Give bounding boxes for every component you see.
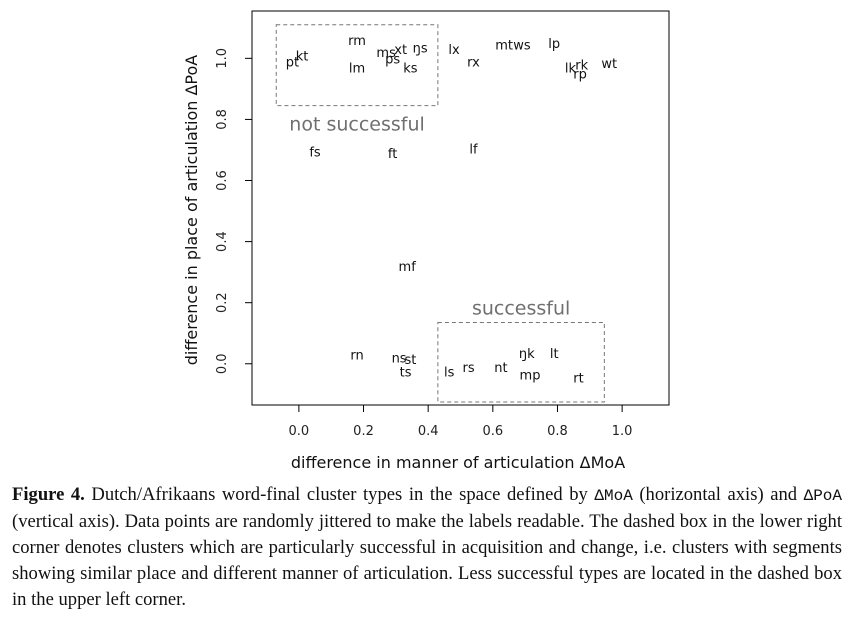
plot-frame [251, 10, 670, 406]
point-label: ws [513, 39, 531, 54]
point-label: ts [400, 365, 412, 380]
point-label: rn [350, 349, 363, 364]
point-label: ps [385, 52, 400, 67]
point-label: lp [548, 37, 560, 52]
y-tick-label: 0.0 [215, 353, 230, 374]
point-label: ft [388, 147, 397, 162]
caption-symbol-dmoa: ΔMoA [594, 487, 633, 505]
point-label: lm [349, 62, 365, 77]
x-tick-label: 0.0 [289, 424, 310, 439]
point-label: ms [376, 46, 396, 61]
region-box-1 [437, 322, 605, 403]
point-label: ks [403, 62, 418, 77]
point-label: mp [520, 368, 541, 383]
point-label: rt [573, 372, 583, 387]
point-label: fs [309, 145, 321, 160]
point-label: rs [463, 361, 475, 376]
point-label: nt [494, 361, 507, 376]
point-label: mf [399, 260, 417, 275]
point-label: lx [448, 43, 460, 58]
y-tick-label: 0.4 [215, 231, 230, 252]
point-label: lf [469, 142, 478, 157]
x-tick-label: 0.6 [482, 424, 503, 439]
point-label: lt [550, 347, 559, 362]
point-label: ŋk [519, 347, 535, 362]
y-tick-label: 0.6 [215, 170, 230, 191]
point-label: ŋs [413, 42, 428, 57]
point-label: mt [495, 39, 513, 54]
point-label: rx [467, 55, 480, 70]
x-axis: 0.0 0.2 0.4 0.6 0.8 1.0 [289, 405, 633, 439]
x-tick-label: 0.8 [547, 424, 568, 439]
point-label: pt [286, 55, 299, 70]
y-axis-title: difference in place of articulation ΔPoA [182, 55, 201, 366]
x-tick-label: 0.4 [418, 424, 439, 439]
point-label: xt [394, 43, 407, 58]
y-tick-label: 0.8 [215, 109, 230, 130]
point-label: rp [573, 68, 587, 83]
caption-text-3: (vertical axis). Data points are randoml… [12, 511, 842, 610]
caption-text-1: Dutch/Afrikaans word-final cluster types… [84, 484, 595, 505]
caption-text-2: (horizontal axis) and [632, 484, 804, 505]
region-label-0: not successful [289, 114, 425, 136]
figure-caption: Figure 4. Dutch/Afrikaans word-final clu… [12, 482, 842, 613]
point-label: rm [348, 34, 366, 49]
x-axis-title: difference in manner of articulation ΔMo… [291, 453, 625, 472]
point-label: ls [444, 365, 455, 380]
point-label: rk [575, 58, 588, 73]
point-label: lk [565, 62, 577, 77]
caption-symbol-dpoa: ΔPoA [803, 487, 842, 505]
y-tick-label: 1.0 [215, 48, 230, 69]
regions: not successful successful [275, 24, 605, 403]
x-tick-label: 0.2 [353, 424, 374, 439]
y-axis: 0.0 0.2 0.4 0.6 0.8 1.0 [215, 48, 252, 374]
point-label: wt [601, 57, 617, 72]
point-label: st [404, 353, 416, 368]
region-box-0 [275, 24, 439, 107]
point-label: kt [296, 49, 309, 64]
point-label: ns [392, 352, 407, 367]
figure-label: Figure 4. [12, 484, 85, 505]
y-tick-label: 0.2 [215, 292, 230, 313]
region-label-1: successful [472, 298, 570, 320]
x-tick-label: 1.0 [612, 424, 633, 439]
